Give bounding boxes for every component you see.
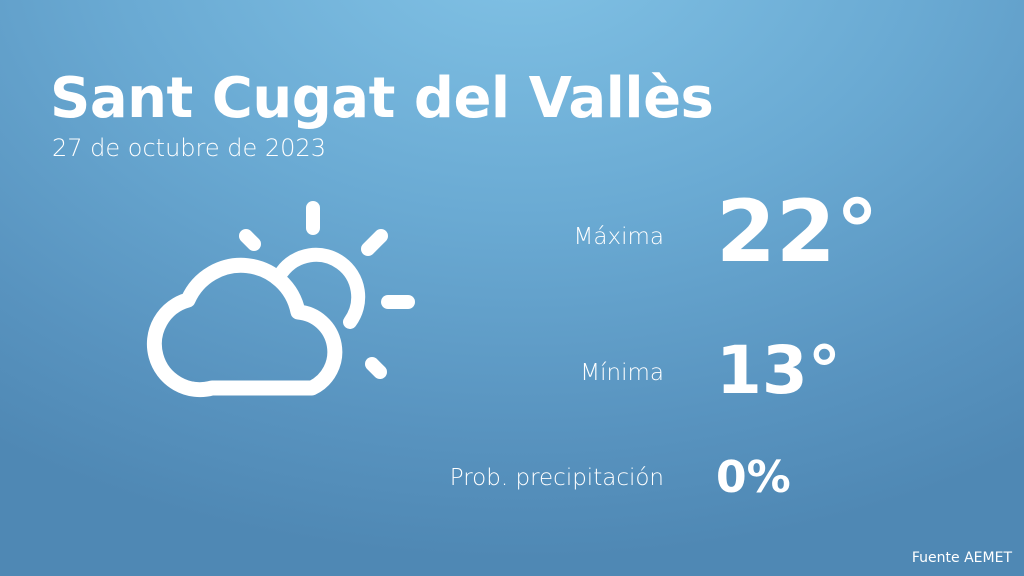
forecast-date: 27 de octubre de 2023 [52, 134, 326, 162]
precip-label: Prob. precipitación [449, 465, 664, 491]
min-value: 13° [716, 332, 841, 409]
sun-icon [239, 201, 415, 379]
max-label: Máxima [573, 224, 664, 250]
precip-value: 0% [716, 452, 791, 503]
source-credit: Fuente AEMET [911, 550, 1012, 566]
min-label: Mínima [580, 360, 664, 386]
max-value: 22° [716, 182, 879, 282]
cloud-icon [146, 257, 343, 398]
location-title: Sant Cugat del Vallès [50, 66, 714, 131]
